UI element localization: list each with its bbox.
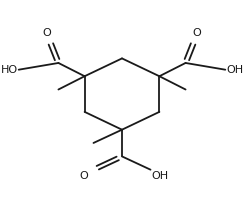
Text: O: O bbox=[43, 28, 51, 38]
Text: O: O bbox=[193, 28, 201, 38]
Text: OH: OH bbox=[226, 65, 243, 75]
Text: O: O bbox=[79, 171, 88, 181]
Text: OH: OH bbox=[152, 171, 169, 181]
Text: HO: HO bbox=[1, 65, 18, 75]
